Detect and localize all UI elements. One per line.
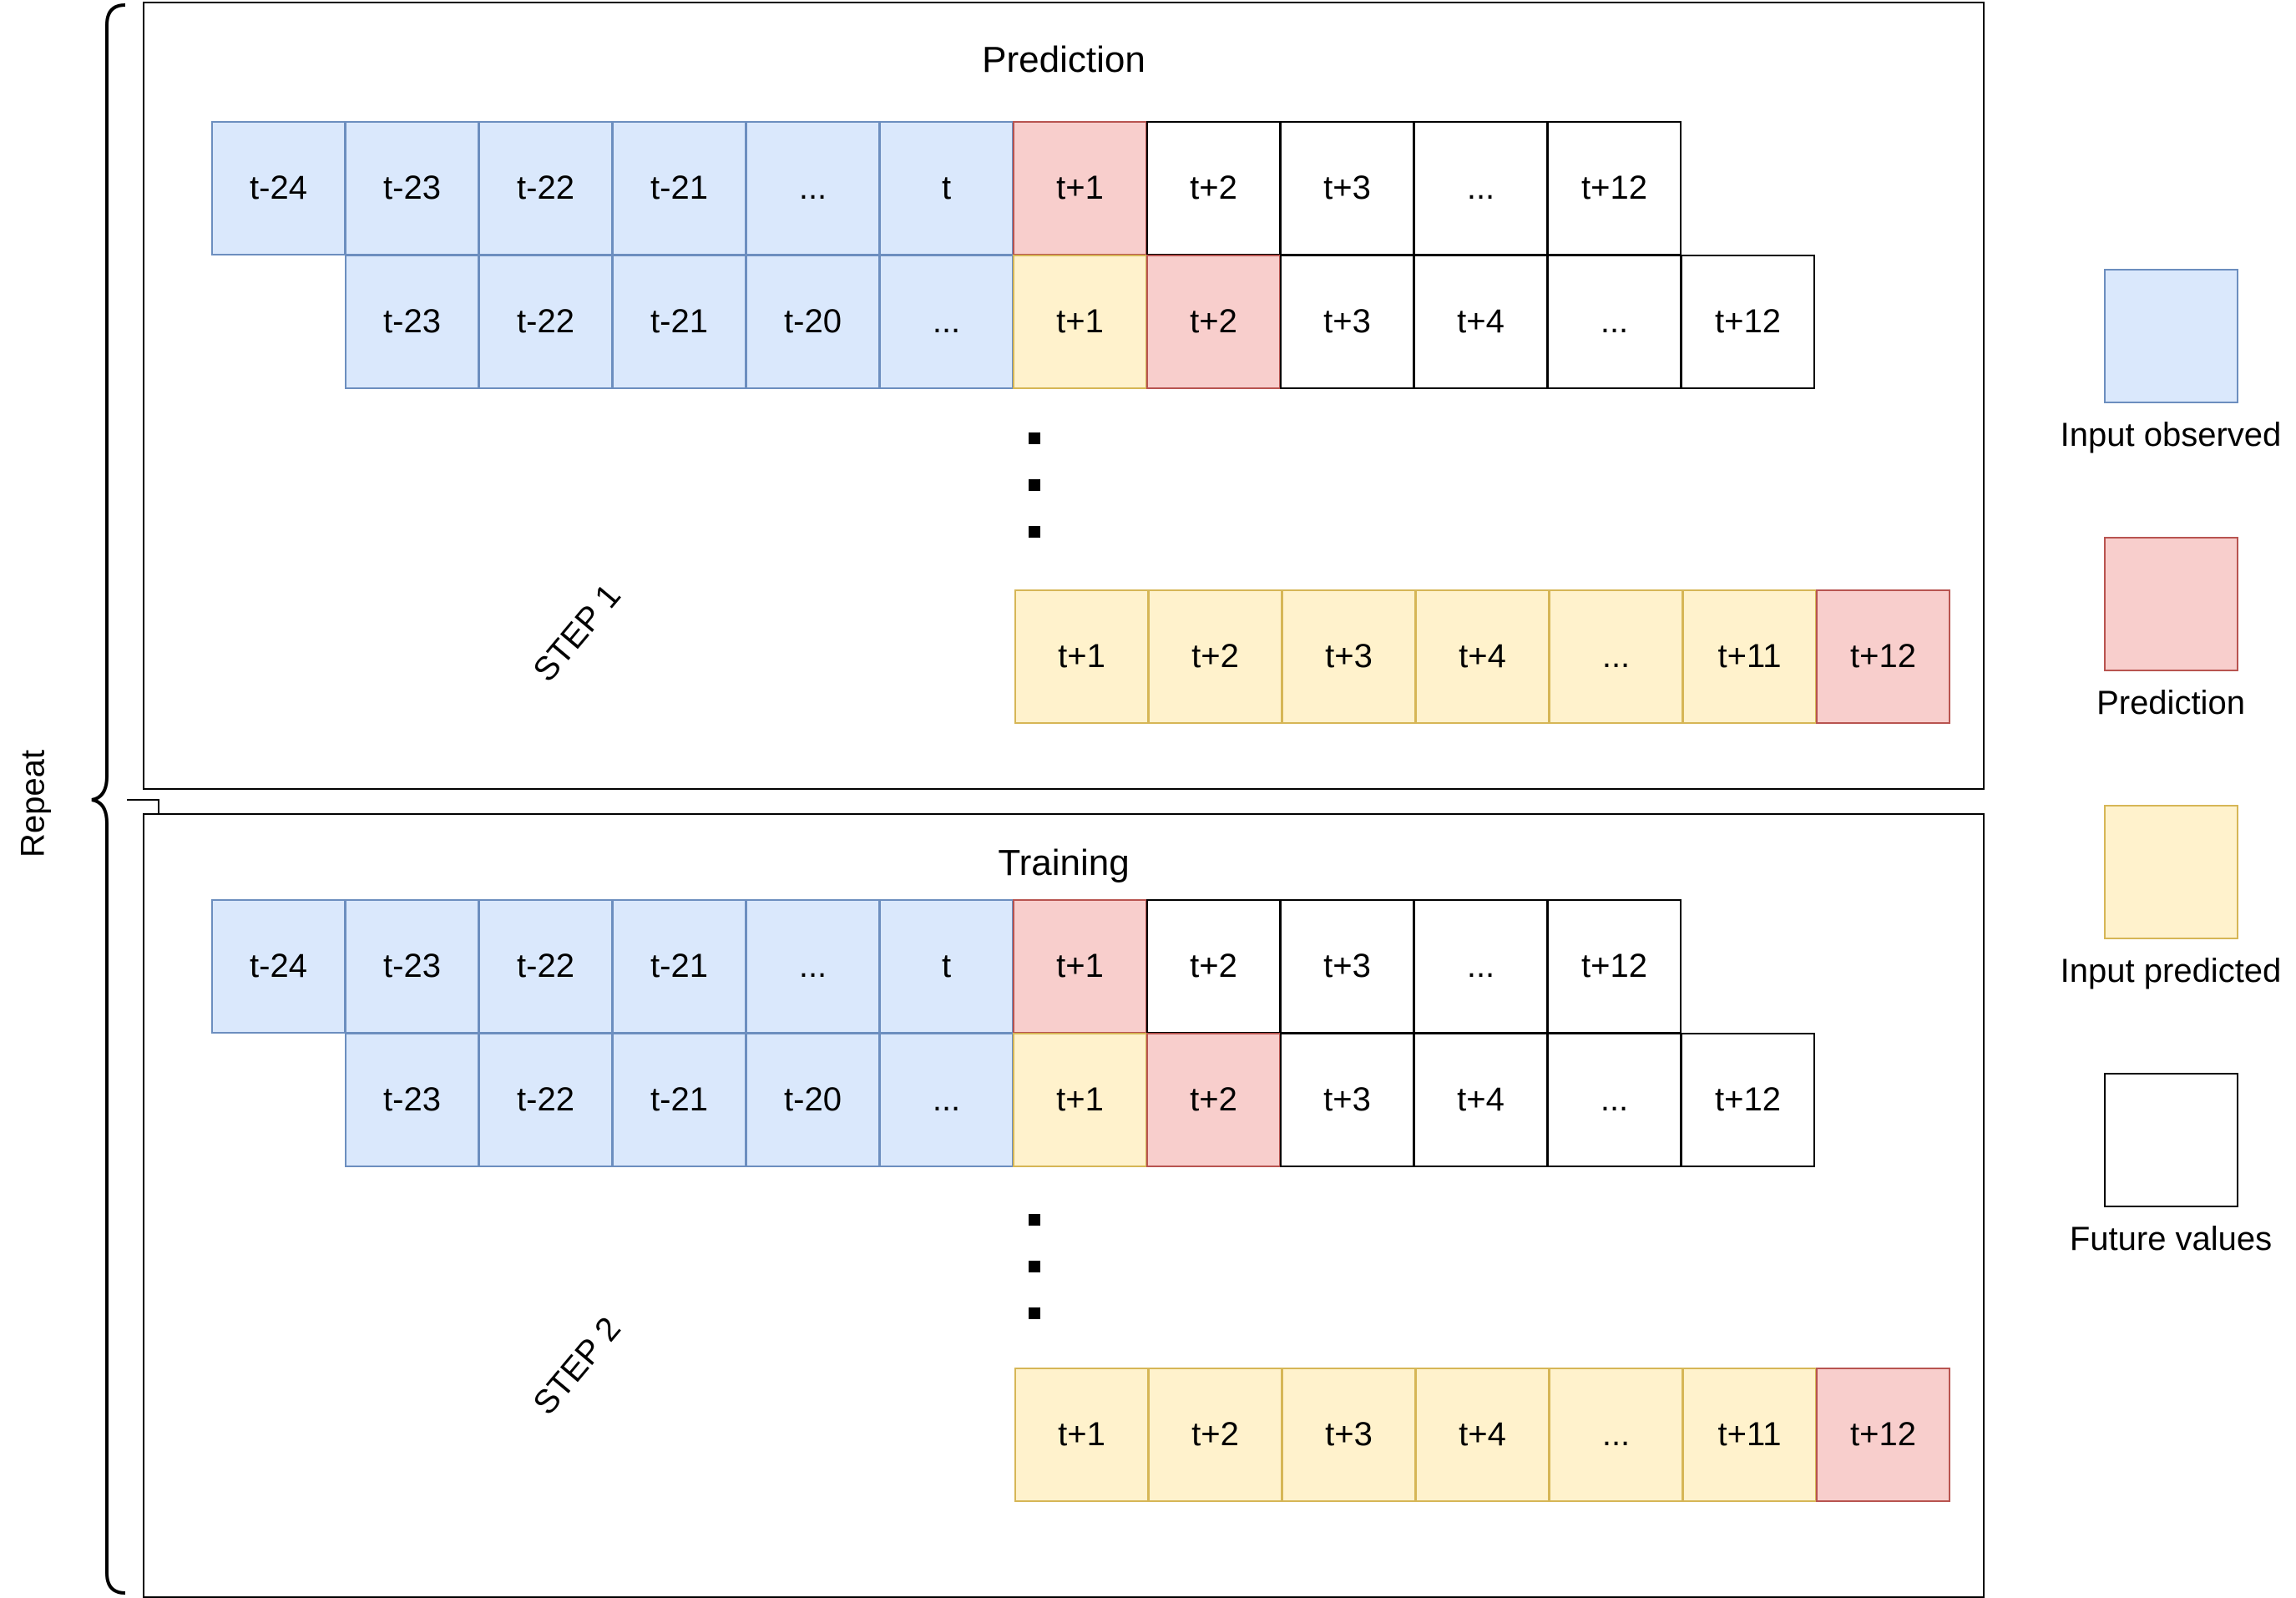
cell-observed: t-21 [612,899,746,1034]
cell-predicted: t+2 [1148,589,1282,724]
cell-future: t+12 [1547,121,1682,255]
cell-future: ... [1547,255,1682,389]
cell-future: t+4 [1414,1033,1548,1167]
cell-observed: t-23 [345,899,479,1034]
cell-future: ... [1414,121,1548,255]
cell-observed: t-23 [345,255,479,389]
cell-future: t+2 [1146,121,1281,255]
cell-future: t+4 [1414,255,1548,389]
cell-future: t+3 [1280,1033,1414,1167]
cell-future: ... [1414,899,1548,1034]
sequence-row: t+1 t+2 t+3 t+4... t+11 t+12 [1014,1368,1950,1502]
cell-future: t+3 [1280,255,1414,389]
ellipsis-dot [1029,1261,1040,1272]
cell-future: t+12 [1681,1033,1815,1167]
legend-swatch [2103,1073,2238,1207]
cell-observed: t [879,899,1014,1034]
cell-observed: t-24 [211,899,346,1034]
cell-observed: t-22 [478,899,613,1034]
cell-predicted: t+2 [1148,1368,1282,1502]
cell-prediction: t+12 [1816,1368,1950,1502]
cell-predicted: t+1 [1014,589,1149,724]
ellipsis-dot [1029,526,1040,538]
legend-item-future: Future values [2037,1073,2296,1258]
cell-future: ... [1547,1033,1682,1167]
sequence-row: t-23 t-22 t-21 t-20... t+1 t+2 t+3 t+4... t+12 [345,1033,1815,1167]
ellipsis-dot [1029,479,1040,491]
cell-predicted: t+4 [1415,1368,1550,1502]
legend-label: Future values [2069,1221,2273,1257]
step-label: STEP 1 [526,577,629,689]
cell-predicted: t+1 [1013,1033,1147,1167]
panel-title: Training [998,842,1130,883]
cell-predicted: t+11 [1682,589,1817,724]
cell-predicted: t+4 [1415,589,1550,724]
panel-title: Prediction [982,39,1145,80]
cell-prediction: t+1 [1013,899,1147,1034]
sequence-row: t-23 t-22 t-21 t-20... t+1 t+2 t+3 t+4... t+12 [345,255,1815,389]
cell-predicted: ... [1549,1368,1683,1502]
ellipsis-dot [1029,1307,1040,1319]
cell-future: t+12 [1547,899,1682,1034]
ellipsis-dot [1029,432,1040,444]
repeat-label: Repeat [14,750,52,857]
curly-brace-icon [91,3,126,1595]
legend-label: Prediction [2096,685,2245,721]
sequence-row: t+1 t+2 t+3 t+4... t+11 t+12 [1014,589,1950,724]
cell-predicted: t+1 [1013,255,1147,389]
cell-predicted: ... [1549,589,1683,724]
cell-observed: ... [746,899,880,1034]
legend-label: Input observed [2060,417,2282,453]
cell-prediction: t+2 [1146,255,1281,389]
cell-future: t+2 [1146,899,1281,1034]
legend-item-prediction: Prediction [2037,537,2296,722]
legend-swatch [2103,269,2238,403]
legend-item-predicted: Input predicted [2037,805,2296,990]
cell-future: t+3 [1280,899,1414,1034]
cell-observed: t-21 [612,255,746,389]
cell-observed: t-22 [478,121,613,255]
cell-predicted: t+1 [1014,1368,1149,1502]
cell-prediction: t+12 [1816,589,1950,724]
cell-observed: t-21 [612,1033,746,1167]
cell-observed: ... [746,121,880,255]
legend-swatch [2103,537,2238,671]
cell-observed: t-23 [345,121,479,255]
legend-swatch [2103,805,2238,939]
cell-future: t+12 [1681,255,1815,389]
cell-observed: ... [879,1033,1014,1167]
cell-observed: t [879,121,1014,255]
cell-prediction: t+1 [1013,121,1147,255]
cell-observed: t-20 [746,1033,880,1167]
sequence-row: t-24 t-23 t-22 t-21... t t+1 t+2 t+3... t+12 [211,121,1682,255]
cell-predicted: t+11 [1682,1368,1817,1502]
cell-observed: t-22 [478,255,613,389]
ellipsis-dot [1029,1214,1040,1226]
cell-observed: t-20 [746,255,880,389]
cell-observed: ... [879,255,1014,389]
prediction-panel: Prediction t-24 t-23 t-22 t-21... t t+1 t+2 t+3… [143,2,1985,790]
cell-predicted: t+3 [1282,589,1416,724]
training-panel: Training t-24 t-23 t-22 t-21... t t+1 t+2 t+3..… [143,813,1985,1598]
cell-prediction: t+2 [1146,1033,1281,1167]
legend-item-observed: Input observed [2037,269,2296,454]
cell-observed: t-24 [211,121,346,255]
step-label: STEP 2 [526,1310,629,1422]
cell-predicted: t+3 [1282,1368,1416,1502]
legend-label: Input predicted [2060,953,2282,989]
sequence-row: t-24 t-23 t-22 t-21... t t+1 t+2 t+3... t+12 [211,899,1682,1034]
cell-observed: t-21 [612,121,746,255]
cell-future: t+3 [1280,121,1414,255]
cell-observed: t-23 [345,1033,479,1167]
cell-observed: t-22 [478,1033,613,1167]
